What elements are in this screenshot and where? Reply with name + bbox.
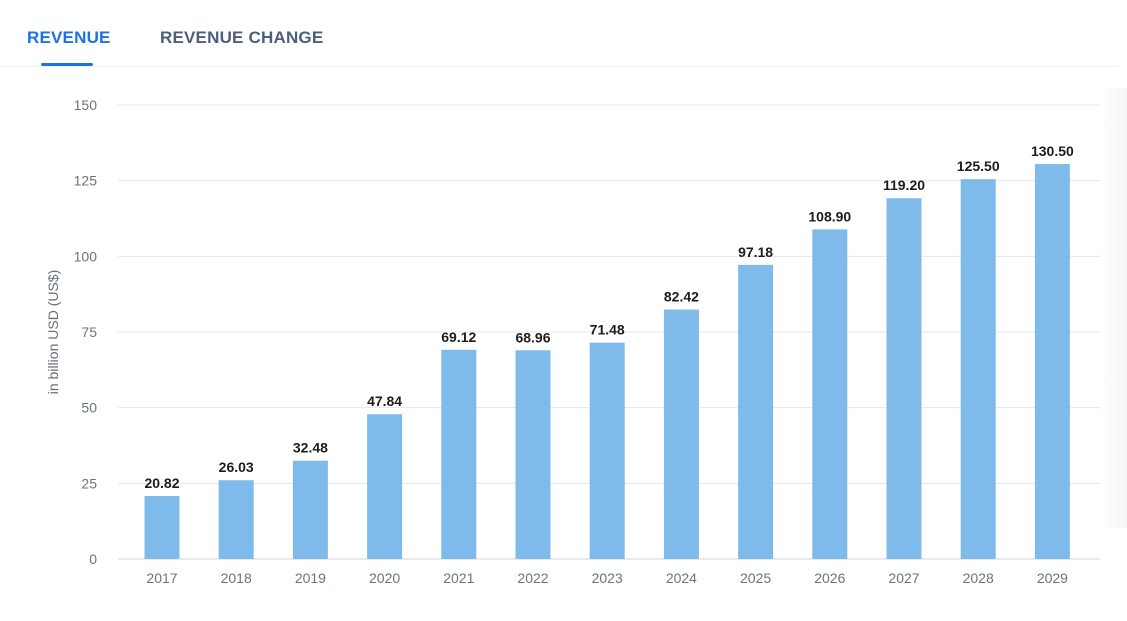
tab-revenue-change[interactable]: REVENUE CHANGE — [160, 28, 324, 47]
bar-2029[interactable] — [1034, 164, 1070, 559]
x-tick-label: 2027 — [888, 570, 919, 586]
bars — [144, 164, 1070, 560]
x-tick-label: 2028 — [963, 570, 994, 586]
data-label-2017: 20.82 — [144, 475, 179, 491]
bar-2026[interactable] — [812, 229, 848, 559]
x-tick-label: 2025 — [740, 570, 771, 586]
x-tick-label: 2022 — [517, 570, 548, 586]
data-label-2023: 71.48 — [590, 322, 625, 338]
y-tick-label: 75 — [81, 324, 97, 340]
bar-2021[interactable] — [441, 349, 477, 559]
data-label-2021: 69.12 — [441, 329, 476, 345]
data-labels: 20.82 26.03 32.48 47.84 69.12 68.96 71.48 82.42… — [144, 143, 1074, 491]
scroll-fade — [1100, 88, 1127, 528]
tab-bar: REVENUE REVENUE CHANGE — [0, 0, 1118, 67]
bar-2020[interactable] — [367, 414, 403, 559]
data-label-2027: 119.20 — [883, 177, 925, 193]
x-tick-label: 2018 — [221, 570, 252, 586]
y-axis-label: in billion USD (US$) — [45, 270, 61, 394]
x-tick-label: 2026 — [814, 570, 845, 586]
y-tick-label: 100 — [74, 248, 98, 264]
bar-2024[interactable] — [663, 309, 699, 559]
bar-2017[interactable] — [144, 495, 180, 559]
data-label-2018: 26.03 — [219, 459, 254, 475]
data-label-2028: 125.50 — [957, 158, 1000, 174]
bar-2027[interactable] — [886, 198, 922, 560]
x-tick-label: 2023 — [592, 570, 623, 586]
y-tick-label: 0 — [89, 551, 97, 567]
data-label-2022: 68.96 — [515, 329, 550, 345]
x-tick-label: 2019 — [295, 570, 326, 586]
x-tick-label: 2024 — [666, 570, 697, 586]
bar-2025[interactable] — [738, 264, 774, 559]
y-tick-label: 25 — [81, 475, 97, 491]
x-tick-label: 2020 — [369, 570, 400, 586]
bar-2028[interactable] — [960, 179, 996, 560]
data-label-2024: 82.42 — [664, 289, 699, 305]
data-label-2029: 130.50 — [1031, 143, 1074, 159]
bar-2022[interactable] — [515, 350, 551, 559]
active-tab-indicator — [41, 63, 93, 66]
bar-2019[interactable] — [292, 460, 328, 559]
bar-2018[interactable] — [218, 480, 254, 559]
x-tick-label: 2021 — [443, 570, 474, 586]
tab-revenue[interactable]: REVENUE — [27, 28, 111, 47]
data-label-2025: 97.18 — [738, 244, 773, 260]
data-label-2020: 47.84 — [367, 393, 402, 409]
bar-2023[interactable] — [589, 342, 625, 559]
x-tick-label: 2029 — [1037, 570, 1068, 586]
y-tick-label: 50 — [81, 400, 97, 416]
x-axis-ticks: 2017 2018 2019 2020 2021 2022 2023 2024 2025 2026… — [146, 570, 1068, 586]
data-label-2019: 32.48 — [293, 440, 328, 456]
x-tick-label: 2017 — [146, 570, 177, 586]
y-tick-label: 125 — [74, 173, 98, 189]
data-label-2026: 108.90 — [808, 208, 851, 224]
y-axis-ticks: 0 25 50 75 100 125 150 — [74, 97, 98, 567]
y-tick-label: 150 — [74, 97, 98, 113]
